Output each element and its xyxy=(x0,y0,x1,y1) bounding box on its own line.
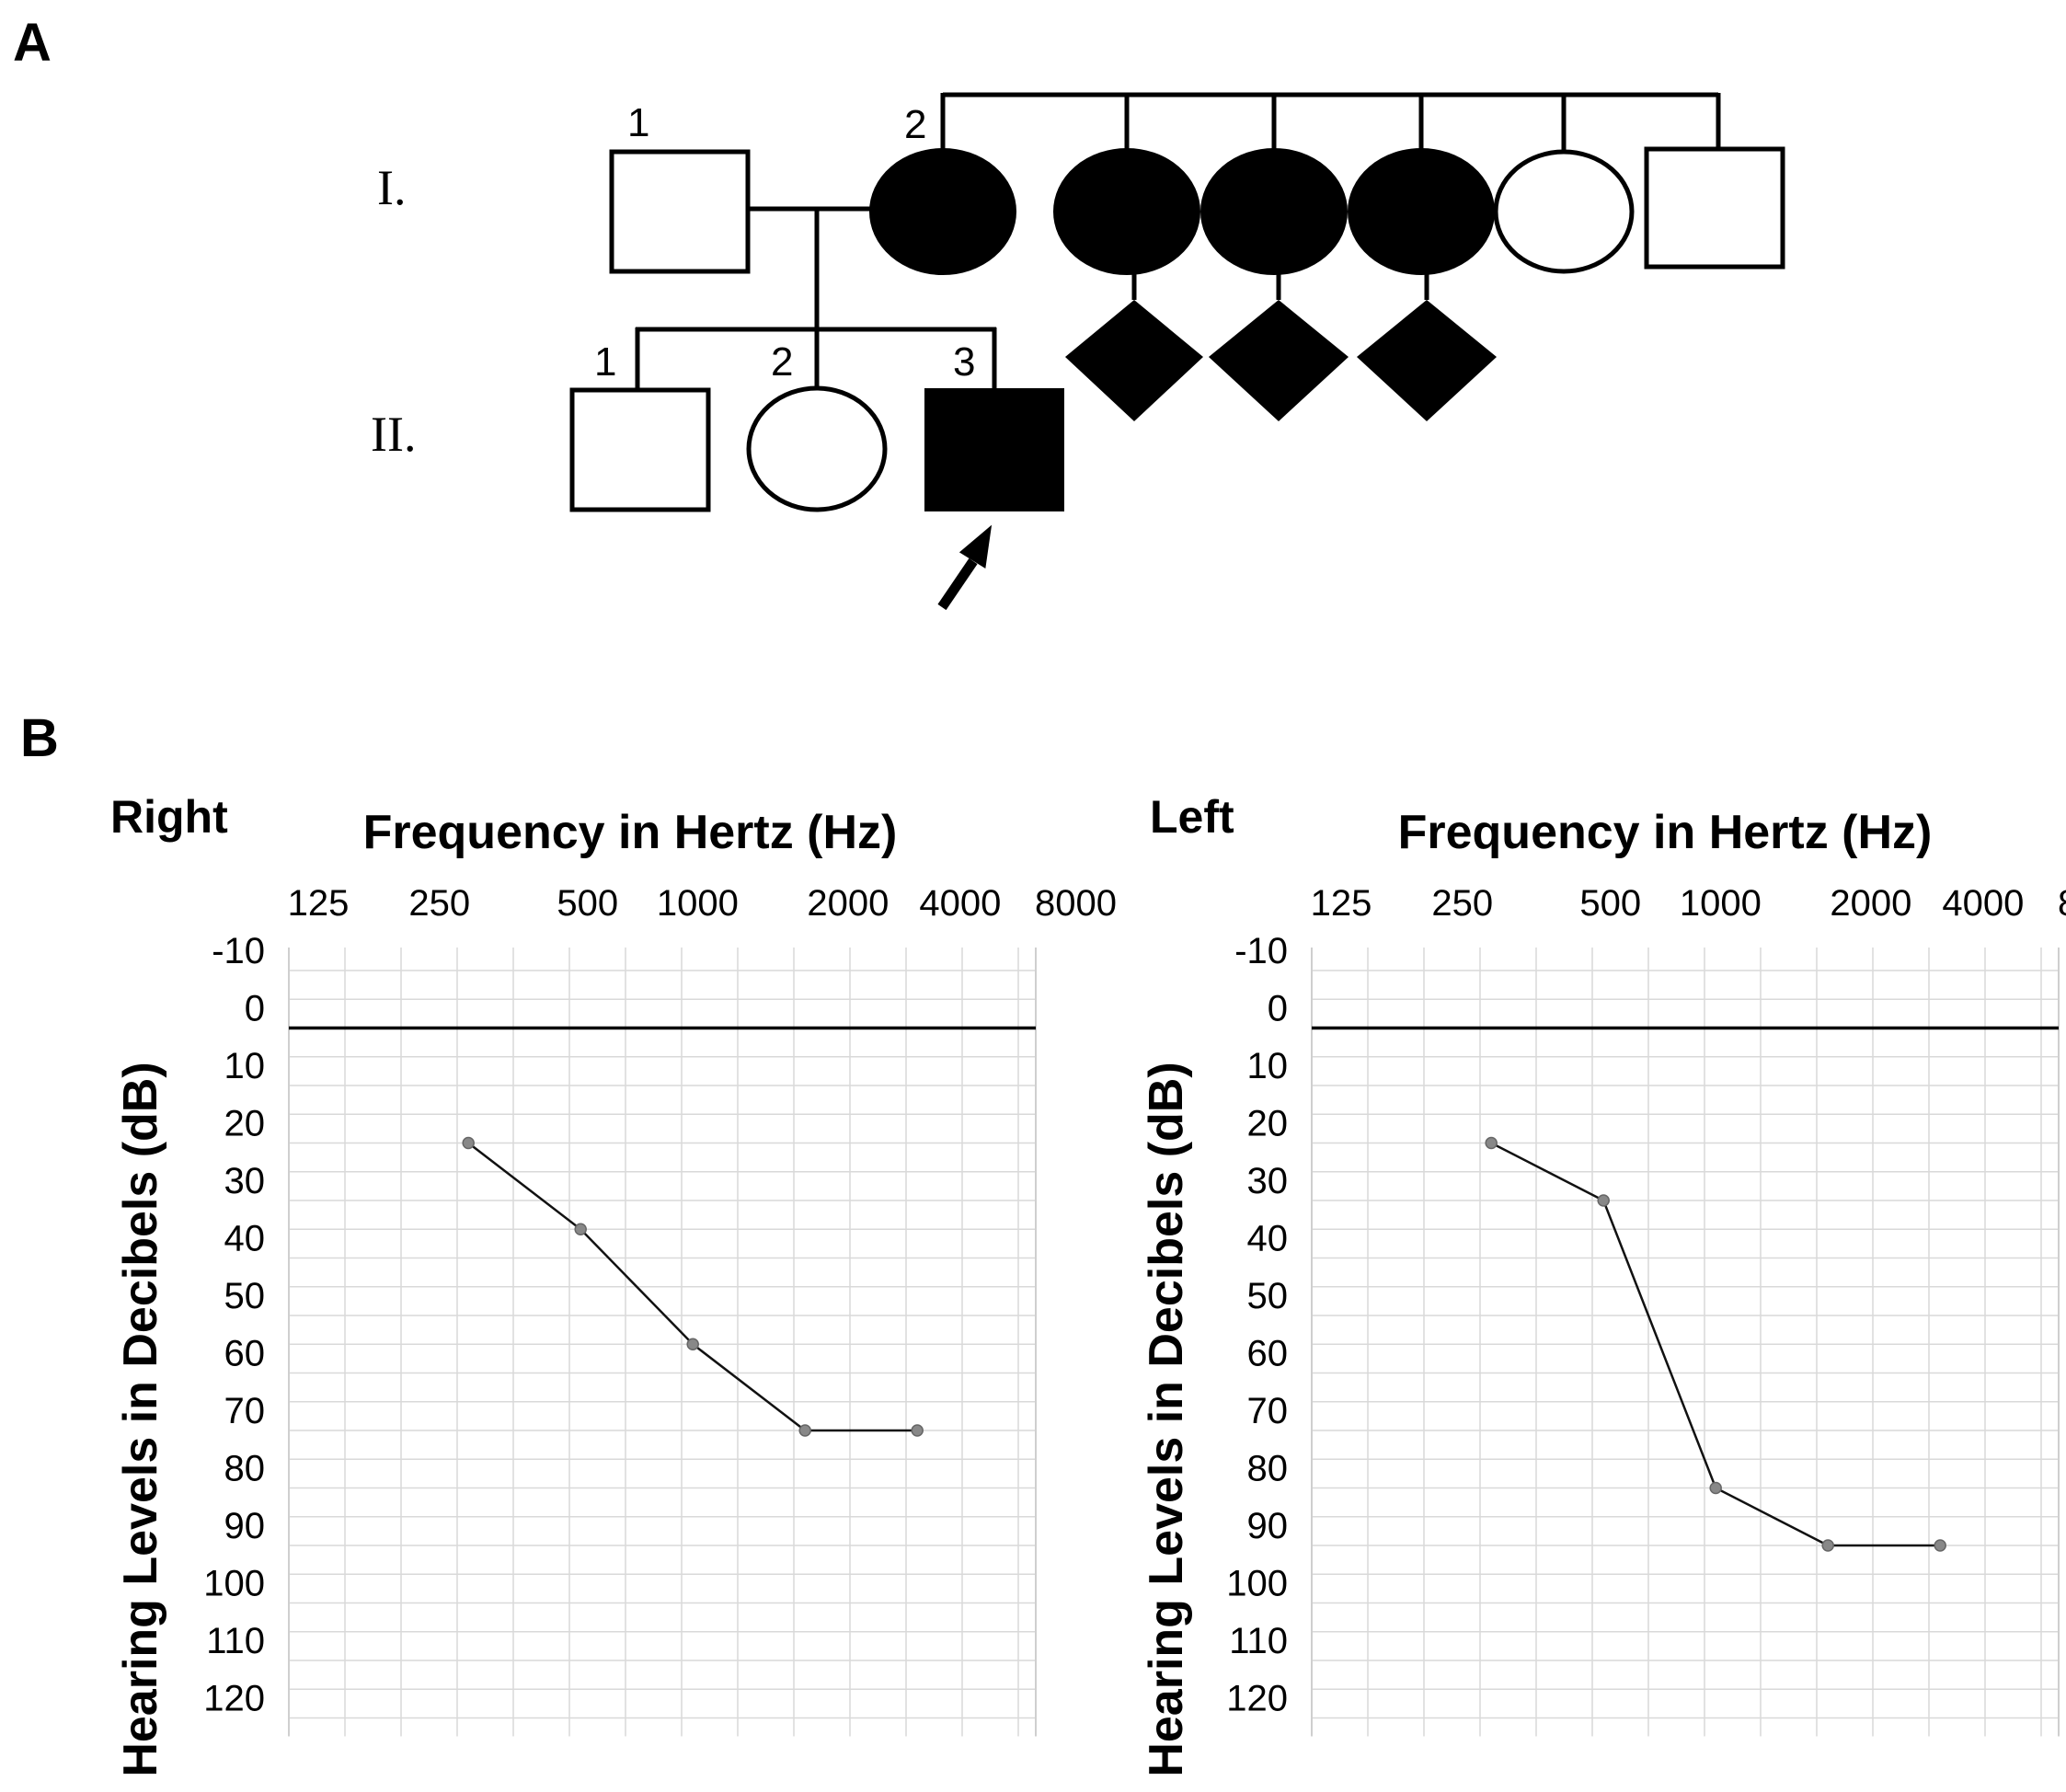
individual-number-II-3: 3 xyxy=(953,339,975,385)
data-point xyxy=(1821,1539,1834,1552)
x-tick-label: 8000 xyxy=(1035,883,1117,924)
y-tick-label: 20 xyxy=(224,1104,266,1144)
pedigree-panel: A I. II. xyxy=(13,13,1785,611)
individual-number-II-1: 1 xyxy=(594,339,616,385)
y-axis-title-right: Hearing Levels in Decibels (dB) xyxy=(114,1062,167,1776)
x-tick-label: 2000 xyxy=(807,883,889,924)
y-tick-label: 80 xyxy=(1247,1449,1289,1489)
y-tick-label: 40 xyxy=(224,1219,266,1259)
cousin-affected-diamond xyxy=(1209,300,1349,421)
y-axis-title-left: Hearing Levels in Decibels (dB) xyxy=(1140,1062,1193,1776)
y-tick-label: 90 xyxy=(1247,1506,1289,1546)
y-tick-label: 20 xyxy=(1247,1104,1289,1144)
x-axis-title-left: Frequency in Hertz (Hz) xyxy=(1398,806,1933,859)
y-tick-labels: -10 0 10 20 30 40 50 60 70 80 90 100 110 120 xyxy=(203,931,265,1719)
individual-number-I-2: 2 xyxy=(904,102,926,147)
x-tick-label: 4000 xyxy=(919,883,1001,924)
aunt-affected-circle xyxy=(1348,148,1495,275)
x-tick-labels: 125 250 500 1000 2000 4000 8000 xyxy=(1311,883,2066,924)
y-tick-label: 70 xyxy=(1247,1391,1289,1431)
audiogram-right: Right Frequency in Hertz (Hz) Hearing Le… xyxy=(110,791,1117,1777)
uncle-unaffected-square xyxy=(1644,146,1785,270)
data-point xyxy=(462,1136,475,1150)
x-tick-label: 250 xyxy=(408,883,470,924)
x-axis-title-right: Frequency in Hertz (Hz) xyxy=(363,806,898,859)
data-point xyxy=(574,1223,587,1235)
x-tick-label: 500 xyxy=(1579,883,1641,924)
y-tick-label: 100 xyxy=(1226,1564,1288,1604)
x-tick-label: 125 xyxy=(288,883,350,924)
generation-label-1: I. xyxy=(377,160,406,215)
x-tick-label: 250 xyxy=(1431,883,1493,924)
x-tick-label: 125 xyxy=(1311,883,1372,924)
individual-number-II-2: 2 xyxy=(771,339,793,385)
plot-grid xyxy=(288,948,1037,1737)
y-tick-label: 60 xyxy=(1247,1334,1289,1374)
individual-number-I-1: 1 xyxy=(627,100,649,145)
y-tick-labels: -10 0 10 20 30 40 50 60 70 80 90 100 110 120 xyxy=(1226,931,1288,1719)
y-tick-label: 0 xyxy=(245,989,265,1029)
y-tick-label: 90 xyxy=(224,1506,266,1546)
x-tick-label: 2000 xyxy=(1830,883,1911,924)
x-tick-label: 4000 xyxy=(1942,883,2024,924)
y-tick-label: 40 xyxy=(1247,1219,1289,1259)
y-tick-label: -10 xyxy=(1234,931,1288,971)
cousin-affected-diamond xyxy=(1357,300,1497,421)
x-tick-label: 500 xyxy=(557,883,618,924)
x-tick-label: 1000 xyxy=(657,883,739,924)
proband-affected-square xyxy=(924,388,1064,511)
father-unaffected-square xyxy=(609,149,751,274)
panel-b-label: B xyxy=(20,708,59,768)
mating-line xyxy=(748,206,874,329)
y-tick-label: 60 xyxy=(224,1334,266,1374)
data-point xyxy=(1485,1136,1498,1150)
data-series xyxy=(462,1136,924,1437)
y-tick-label: 0 xyxy=(1268,989,1288,1029)
y-tick-label: 120 xyxy=(203,1679,265,1719)
y-tick-label: 80 xyxy=(224,1449,266,1489)
proband-arrow-icon xyxy=(937,524,993,611)
aunt-unaffected-circle xyxy=(1493,149,1635,274)
chart-title-right: Right xyxy=(110,791,228,843)
aunt-affected-circle xyxy=(1053,148,1200,275)
daughter-unaffected-circle xyxy=(746,385,888,512)
y-tick-label: 30 xyxy=(1247,1161,1289,1201)
data-point xyxy=(1709,1481,1722,1495)
data-point xyxy=(1934,1539,1946,1552)
offspring-lines-diamonds xyxy=(1131,272,1429,300)
x-tick-labels: 125 250 500 1000 2000 4000 8000 xyxy=(288,883,1117,924)
sibship-lines-gen2 xyxy=(635,327,997,390)
y-tick-label: 70 xyxy=(224,1391,266,1431)
x-tick-label: 1000 xyxy=(1680,883,1762,924)
sibship-lines-gen1 xyxy=(940,92,1721,152)
data-series xyxy=(1485,1136,1946,1552)
y-tick-label: 10 xyxy=(1247,1046,1289,1086)
data-point xyxy=(911,1424,924,1437)
data-point xyxy=(686,1338,699,1350)
y-tick-label: 100 xyxy=(203,1564,265,1604)
generation-label-2: II. xyxy=(371,407,416,462)
y-tick-label: 120 xyxy=(1226,1679,1288,1719)
son-unaffected-square xyxy=(569,387,711,512)
y-tick-label: 110 xyxy=(206,1621,265,1661)
y-tick-label: 30 xyxy=(224,1161,266,1201)
data-point xyxy=(798,1424,811,1437)
panel-a-label: A xyxy=(13,13,52,73)
cousin-affected-diamond xyxy=(1065,300,1203,421)
mother-affected-circle xyxy=(869,148,1016,275)
data-point xyxy=(1597,1194,1610,1207)
y-tick-label: 50 xyxy=(224,1276,266,1316)
y-tick-label: 10 xyxy=(224,1046,266,1086)
y-tick-label: -10 xyxy=(212,931,265,971)
plot-grid xyxy=(1311,948,2060,1737)
y-tick-label: 110 xyxy=(1229,1621,1288,1661)
aunt-affected-circle xyxy=(1200,148,1348,275)
x-tick-label: 8000 xyxy=(2058,883,2066,924)
audiogram-left: Left Frequency in Hertz (Hz) Hearing Lev… xyxy=(1140,791,2066,1777)
y-tick-label: 50 xyxy=(1247,1276,1289,1316)
chart-title-left: Left xyxy=(1150,791,1234,843)
